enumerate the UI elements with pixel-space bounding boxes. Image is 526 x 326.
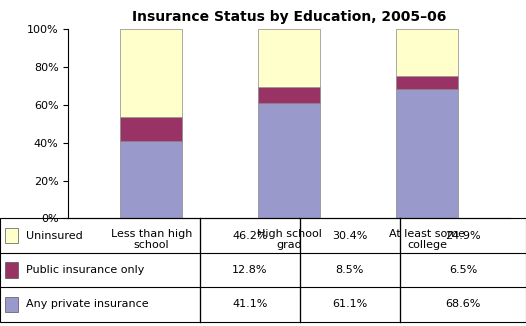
Text: 12.8%: 12.8%	[232, 265, 268, 275]
Text: Any private insurance: Any private insurance	[26, 300, 149, 309]
Bar	[396, 89, 459, 218]
Bar	[396, 29, 459, 76]
Bar	[258, 29, 320, 87]
Text: 68.6%: 68.6%	[445, 300, 481, 309]
Bar	[120, 29, 183, 116]
Text: 24.9%: 24.9%	[445, 230, 481, 241]
Bar	[5, 228, 18, 244]
Text: 6.5%: 6.5%	[449, 265, 477, 275]
Bar	[258, 103, 320, 218]
Bar	[5, 297, 18, 312]
Bar	[396, 76, 459, 89]
Bar	[120, 116, 183, 141]
Text: 8.5%: 8.5%	[336, 265, 364, 275]
Title: Insurance Status by Education, 2005–06: Insurance Status by Education, 2005–06	[132, 10, 447, 24]
Text: 46.2%: 46.2%	[232, 230, 268, 241]
Bar	[258, 87, 320, 103]
Bar	[120, 141, 183, 218]
Text: 30.4%: 30.4%	[332, 230, 368, 241]
Text: 61.1%: 61.1%	[332, 300, 368, 309]
Text: Uninsured: Uninsured	[26, 230, 83, 241]
Text: 41.1%: 41.1%	[232, 300, 268, 309]
Text: Public insurance only: Public insurance only	[26, 265, 145, 275]
Bar	[5, 262, 18, 278]
